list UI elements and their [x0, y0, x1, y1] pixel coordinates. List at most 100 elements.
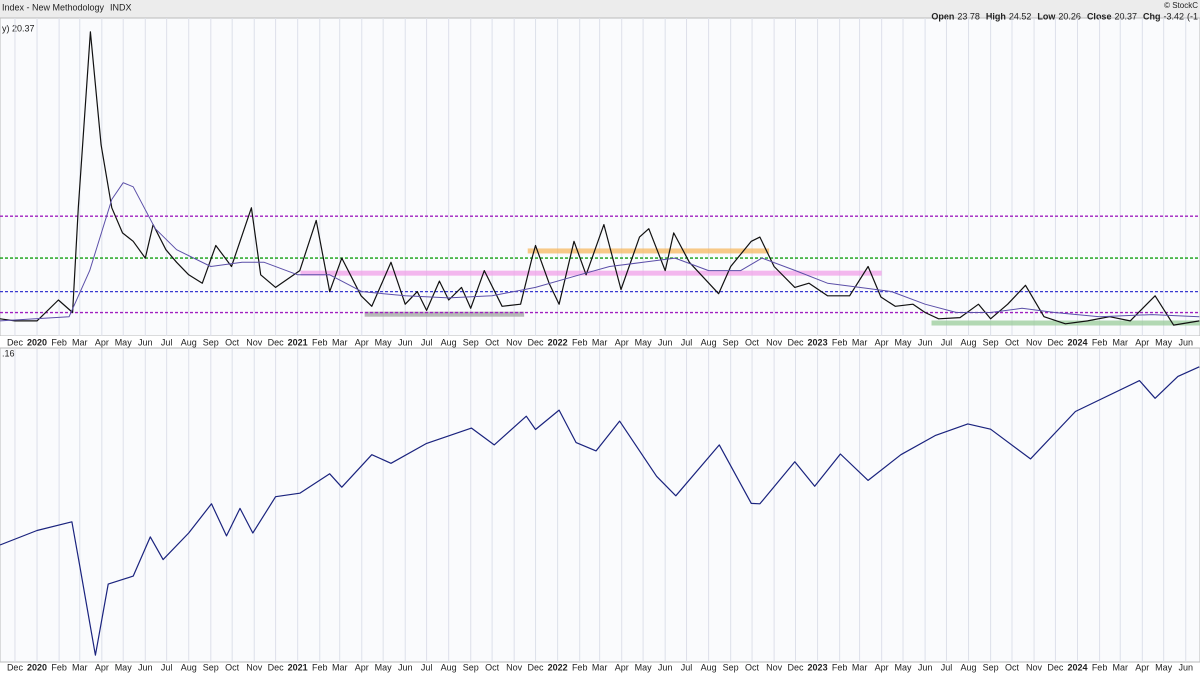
- x-tick-label: Dec: [528, 662, 545, 672]
- x-tick-label: Nov: [506, 337, 523, 347]
- x-tick-label: Aug: [441, 337, 457, 347]
- x-tick-label: May: [635, 662, 653, 672]
- x-tick-label: Mar: [1112, 662, 1128, 672]
- quote-value: -3.42: [1163, 11, 1184, 21]
- x-tick-label: Sep: [463, 662, 479, 672]
- x-tick-label: Mar: [72, 337, 88, 347]
- x-tick-label: Mar: [332, 662, 348, 672]
- x-tick-label: Jun: [1178, 662, 1193, 672]
- x-tick-label: Apr: [95, 337, 109, 347]
- quote-change-pct: (-1: [1187, 11, 1198, 21]
- series-line: [0, 31, 1200, 326]
- quote: Open 23.78 High 24.52 Low 20.26 Close 20.37 Chg -…: [931, 11, 1198, 21]
- x-tick-label: Sep: [983, 662, 999, 672]
- x-tick-label: Mar: [1112, 337, 1128, 347]
- x-tick-label: 2024: [1067, 337, 1087, 347]
- quote-value: 24.52: [1009, 11, 1032, 21]
- x-tick-label: May: [895, 337, 913, 347]
- x-tick-label: Nov: [506, 662, 523, 672]
- x-tick-label: 2020: [27, 662, 47, 672]
- x-tick-label: Apr: [615, 662, 629, 672]
- x-tick-label: Dec: [7, 662, 24, 672]
- x-tick-label: Jun: [918, 662, 933, 672]
- x-tick-label: Jun: [658, 337, 673, 347]
- x-tick-label: Oct: [1005, 337, 1020, 347]
- x-tick-label: Sep: [723, 337, 739, 347]
- x-tick-label: Jul: [161, 337, 173, 347]
- x-tick-label: Jun: [918, 337, 933, 347]
- top-axis-strip: [0, 336, 1200, 348]
- quote-value: 20.37: [1114, 11, 1137, 21]
- header-title: Index - New Methodology: [2, 2, 105, 12]
- x-tick-label: Dec: [7, 337, 24, 347]
- highlight-band: [527, 248, 770, 254]
- x-tick-label: Feb: [572, 337, 588, 347]
- top-legend: y) 20.37: [2, 23, 35, 33]
- x-tick-label: Sep: [983, 337, 999, 347]
- x-tick-label: Mar: [592, 662, 608, 672]
- x-tick-label: 2021: [288, 662, 308, 672]
- x-tick-label: 2021: [288, 337, 308, 347]
- quote-label: Low: [1037, 11, 1056, 21]
- x-tick-label: Oct: [1005, 662, 1020, 672]
- x-tick-label: Nov: [246, 662, 263, 672]
- bottom-legend: .16: [2, 348, 15, 358]
- header-symbol: INDX: [110, 2, 132, 12]
- x-tick-label: Oct: [225, 337, 240, 347]
- series-line: [0, 182, 1200, 322]
- x-tick-label: Dec: [268, 337, 285, 347]
- x-tick-label: Apr: [355, 662, 369, 672]
- quote-value: 20.26: [1058, 11, 1081, 21]
- x-tick-label: Jul: [421, 662, 433, 672]
- x-tick-label: Nov: [1026, 337, 1043, 347]
- x-tick-label: Mar: [72, 662, 88, 672]
- x-tick-label: Apr: [615, 337, 629, 347]
- x-tick-label: Apr: [1135, 337, 1149, 347]
- x-tick-label: Nov: [1026, 662, 1043, 672]
- x-tick-label: 2023: [808, 662, 828, 672]
- highlight-band: [300, 270, 882, 276]
- x-tick-label: Jul: [681, 337, 693, 347]
- brand: © StockC: [1164, 1, 1198, 10]
- x-tick-label: Dec: [1047, 337, 1064, 347]
- x-tick-label: Aug: [181, 662, 197, 672]
- x-tick-label: Aug: [701, 662, 717, 672]
- x-tick-label: Jun: [398, 337, 413, 347]
- x-tick-label: Jul: [421, 337, 433, 347]
- x-tick-label: Feb: [1092, 337, 1108, 347]
- x-tick-label: May: [115, 337, 133, 347]
- x-tick-label: Dec: [528, 337, 545, 347]
- x-tick-label: 2024: [1067, 662, 1087, 672]
- x-tick-label: Jul: [681, 662, 693, 672]
- x-tick-label: 2023: [808, 337, 828, 347]
- x-tick-label: Sep: [203, 337, 219, 347]
- x-tick-label: Jun: [658, 662, 673, 672]
- x-tick-label: Mar: [852, 337, 868, 347]
- x-tick-label: Jun: [138, 337, 153, 347]
- x-tick-label: Aug: [181, 337, 197, 347]
- x-tick-label: Feb: [312, 337, 328, 347]
- series-line: [0, 366, 1200, 656]
- header-bar: [0, 0, 1200, 18]
- x-tick-label: Feb: [312, 662, 328, 672]
- x-tick-label: Aug: [961, 337, 977, 347]
- x-tick-label: Nov: [766, 337, 783, 347]
- x-tick-label: Apr: [355, 337, 369, 347]
- x-tick-label: May: [375, 662, 393, 672]
- x-tick-label: Oct: [745, 337, 760, 347]
- x-tick-label: Mar: [852, 662, 868, 672]
- x-tick-label: Mar: [592, 337, 608, 347]
- x-tick-label: Oct: [485, 337, 500, 347]
- quote-label: Close: [1087, 11, 1112, 21]
- x-tick-label: May: [635, 337, 653, 347]
- x-tick-label: Sep: [203, 662, 219, 672]
- x-tick-label: 2020: [27, 337, 47, 347]
- x-tick-label: Oct: [225, 662, 240, 672]
- x-tick-label: Dec: [268, 662, 285, 672]
- x-tick-label: Nov: [766, 662, 783, 672]
- quote-value: 23.78: [957, 11, 980, 21]
- highlight-band: [364, 311, 525, 317]
- x-tick-label: Apr: [1135, 662, 1149, 672]
- x-tick-label: Jul: [161, 662, 173, 672]
